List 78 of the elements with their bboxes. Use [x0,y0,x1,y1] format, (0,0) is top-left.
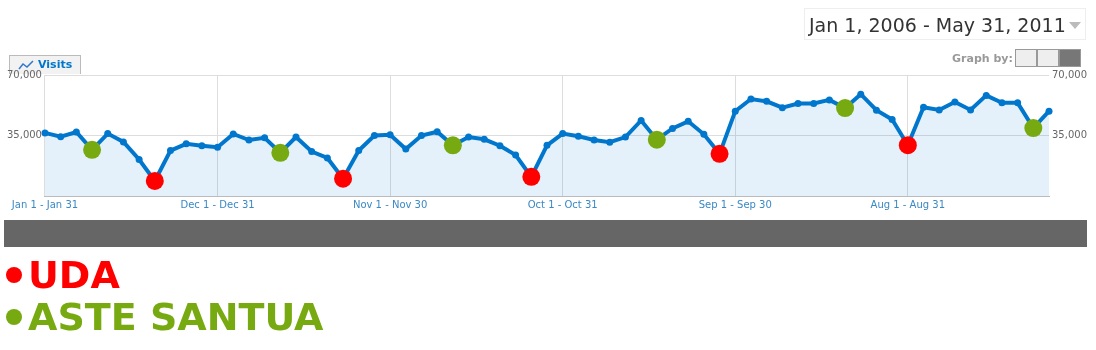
point [684,117,692,125]
legend-label: UDA [28,253,120,297]
point [951,98,959,106]
point [182,140,190,148]
point [998,99,1006,107]
point [334,169,353,188]
point [323,154,331,162]
point [57,133,65,141]
point [747,95,755,103]
point [214,143,222,151]
point [119,138,127,146]
point [810,100,818,108]
x-tick-label: Nov 1 - Nov 30 [352,198,428,210]
x-tick-label: Oct 1 - Oct 31 [527,198,598,210]
point [166,147,174,155]
point [606,138,614,146]
point [982,91,990,99]
point [418,132,425,139]
point [496,142,504,150]
point [898,136,917,155]
point [512,151,520,159]
point [543,141,551,149]
point [836,99,855,118]
point [590,136,598,144]
point [710,144,729,163]
point [794,100,802,108]
point [480,135,488,143]
point [355,147,363,155]
text: Visits [38,57,73,71]
point [1024,119,1043,138]
point [763,97,771,105]
point [292,133,300,141]
x-tick-label: Dec 1 - Dec 31 [180,198,255,210]
point [647,130,666,149]
point [778,104,786,112]
point [271,143,290,162]
point [872,106,880,114]
point [700,130,708,138]
point [731,107,739,115]
point [920,103,928,111]
x-tick-label: Sep 1 - Sep 30 [698,198,772,210]
point [41,129,49,137]
x-tick-label: Aug 1 - Aug 31 [870,198,946,210]
y2-tick-label: 35,000 [1052,129,1088,141]
point [433,128,441,136]
point [229,130,237,138]
point [637,116,645,124]
point [574,132,582,140]
point [465,133,473,141]
text: Jan 1, 2006 - May 31, 2011 [809,14,1066,36]
point [559,130,567,138]
point [522,167,541,186]
point [261,134,269,142]
point [857,90,865,98]
point [370,132,378,139]
x-tick-label: Jan 1 - Jan 31 [10,198,79,210]
legend-label: ASTE SANTUA [28,295,324,339]
point [825,96,833,104]
point [72,128,80,136]
point [621,133,629,141]
point [443,136,462,155]
point [245,136,253,144]
point [935,106,943,114]
point [83,140,102,159]
point [1045,107,1053,115]
point [386,131,394,139]
point [669,124,676,132]
point [1014,99,1022,107]
point [308,148,316,156]
point [104,130,112,138]
point [967,106,975,114]
y2-tick-label: 70,000 [1052,68,1088,80]
point [198,142,206,150]
point [135,156,143,164]
text: Graph by: [952,52,1013,65]
point [145,171,164,190]
point [402,145,410,153]
point [888,115,896,123]
